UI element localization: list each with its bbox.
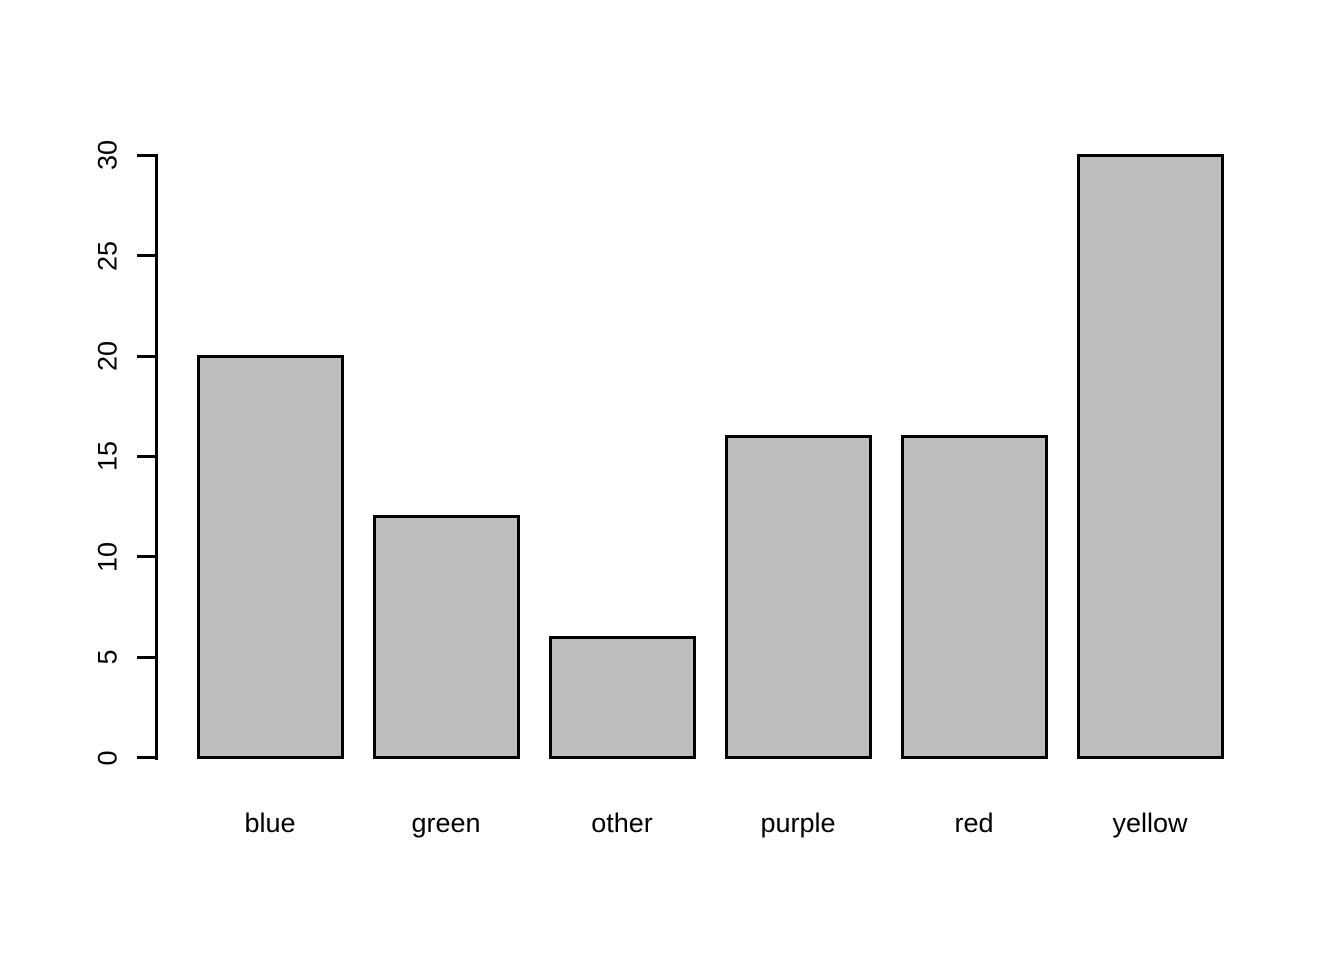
y-tick-mark: [137, 655, 155, 659]
y-tick-label: 0: [92, 749, 123, 766]
y-axis-line: [155, 154, 158, 760]
y-tick-label: 25: [92, 240, 123, 271]
x-category-label-red: red: [954, 808, 994, 838]
y-tick-mark: [137, 756, 155, 759]
x-category-label-blue: blue: [244, 808, 296, 838]
y-tick-mark: [137, 354, 155, 358]
y-tick-label: 10: [92, 541, 123, 572]
x-category-label-yellow: yellow: [1112, 808, 1188, 838]
y-tick-mark: [137, 254, 155, 258]
bar-other: [549, 635, 696, 759]
y-tick-label: 20: [92, 341, 123, 372]
y-tick-mark: [137, 555, 155, 559]
bar-yellow: [1077, 153, 1224, 759]
bar-red: [901, 434, 1048, 759]
bar-green: [373, 515, 520, 759]
x-category-label-other: other: [591, 808, 653, 838]
x-category-label-purple: purple: [760, 808, 836, 838]
y-tick-label: 30: [92, 140, 123, 171]
y-tick-label: 15: [92, 441, 123, 472]
bar-purple: [725, 434, 872, 759]
bar-blue: [197, 354, 344, 759]
y-tick-label: 5: [92, 649, 123, 665]
y-tick-mark: [137, 454, 155, 458]
y-tick-mark: [137, 153, 155, 157]
x-category-label-green: green: [411, 808, 481, 838]
